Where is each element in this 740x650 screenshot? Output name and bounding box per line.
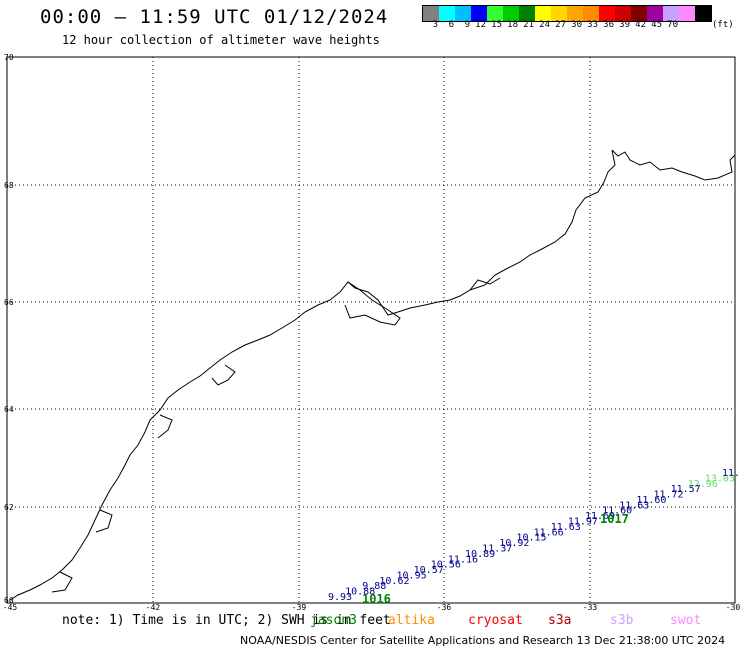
longitude-labels: -45 -42 -39 -36 -33 -30 bbox=[3, 603, 740, 612]
graticule bbox=[7, 57, 735, 603]
color-swatch bbox=[615, 6, 631, 21]
color-tick-label: 6 bbox=[448, 20, 454, 30]
wave-height-label: 11.97 bbox=[568, 517, 598, 528]
color-swatch bbox=[423, 6, 439, 21]
satellite-legend-item: s3a bbox=[548, 613, 572, 628]
wave-height-label: 11.72 bbox=[653, 490, 683, 501]
color-swatch bbox=[599, 6, 615, 21]
color-tick-label: 39 bbox=[619, 20, 630, 30]
satellite-legend-item: jason3 bbox=[310, 613, 357, 628]
color-tick-label: 12 bbox=[475, 20, 486, 30]
wave-height-label: 10.88 bbox=[345, 587, 375, 598]
pressure-label: 1017 bbox=[600, 512, 629, 526]
footer-note: note: 1) Time is in UTC; 2) SWH is in fe… bbox=[62, 613, 391, 628]
color-tick-label: 33 bbox=[587, 20, 598, 30]
color-scale-unit: (ft) bbox=[712, 20, 734, 30]
wave-height-label: 11.60 bbox=[602, 506, 632, 517]
color-swatch bbox=[503, 6, 519, 21]
greenland-coastline bbox=[9, 149, 736, 601]
color-swatch bbox=[695, 6, 711, 21]
wave-height-label: 10.92 bbox=[499, 538, 529, 549]
color-tick-label: 27 bbox=[555, 20, 566, 30]
satellite-legend-item: s3b bbox=[610, 613, 634, 628]
wave-height-label: 11.57 bbox=[671, 484, 701, 495]
color-swatch bbox=[567, 6, 583, 21]
color-swatch bbox=[519, 6, 535, 21]
color-tick-label: 70 bbox=[667, 20, 678, 30]
color-swatch bbox=[455, 6, 471, 21]
color-swatch bbox=[487, 6, 503, 21]
lon-label: -33 bbox=[583, 603, 598, 612]
wave-height-label: 10.89 bbox=[465, 549, 495, 560]
color-tick-label: 36 bbox=[603, 20, 614, 30]
altimeter-track: 9.9310.889.8810.6210.9510.5710.5611.1610… bbox=[328, 468, 740, 606]
wave-height-label: 12.96 bbox=[688, 479, 718, 490]
color-tick-label: 3 bbox=[432, 20, 438, 30]
wave-height-label: 10.95 bbox=[397, 570, 427, 581]
color-tick-label: 45 bbox=[651, 20, 662, 30]
lon-label: -36 bbox=[437, 603, 452, 612]
satellite-legend-item: cryosat bbox=[468, 613, 523, 628]
lat-label: 60 bbox=[4, 596, 14, 605]
wave-height-label: 9.88 bbox=[362, 581, 386, 592]
color-swatch bbox=[679, 6, 695, 21]
wave-height-label: 10.15 bbox=[516, 533, 546, 544]
wave-height-label: 11.60 bbox=[636, 495, 666, 506]
color-tick-label: 21 bbox=[523, 20, 534, 30]
color-tick-label: 24 bbox=[539, 20, 550, 30]
wave-height-label: 11.16 bbox=[448, 554, 478, 565]
map-frame bbox=[6, 56, 736, 604]
lon-label: -45 bbox=[3, 603, 18, 612]
wave-height-label: 13.03 bbox=[705, 473, 735, 484]
color-swatch bbox=[583, 6, 599, 21]
color-swatch bbox=[631, 6, 647, 21]
wave-height-label: 11.37 bbox=[482, 543, 512, 554]
greenland-fjords bbox=[51, 277, 501, 593]
color-swatch bbox=[471, 6, 487, 21]
wave-height-label: 10.62 bbox=[379, 576, 409, 587]
color-tick-label: 30 bbox=[571, 20, 582, 30]
color-swatch bbox=[439, 6, 455, 21]
lat-label: 68 bbox=[4, 181, 14, 190]
color-tick-label: 18 bbox=[507, 20, 518, 30]
satellite-legend-item: altika bbox=[388, 613, 435, 628]
wave-height-label: 11.63 bbox=[619, 500, 649, 511]
color-tick-label: 9 bbox=[464, 20, 470, 30]
color-scale-ticks: 3 6 9 12 15 18 21 24 27 30 33 36 39 42 45 70 bbox=[422, 20, 678, 30]
color-swatch bbox=[663, 6, 679, 21]
lat-label: 66 bbox=[4, 298, 14, 307]
wave-height-label: 11.69 bbox=[585, 511, 615, 522]
color-scale-bar bbox=[422, 5, 712, 22]
color-swatch bbox=[647, 6, 663, 21]
wave-height-label: 10.57 bbox=[414, 565, 444, 576]
wave-height-label: 11. bbox=[722, 468, 740, 479]
wave-height-label: 10.56 bbox=[431, 560, 461, 571]
color-swatch bbox=[551, 6, 567, 21]
color-tick-label: 15 bbox=[491, 20, 502, 30]
lat-label: 64 bbox=[4, 405, 14, 414]
wave-height-label: 11.66 bbox=[534, 527, 564, 538]
lon-label: -42 bbox=[146, 603, 161, 612]
color-tick-label: 42 bbox=[635, 20, 646, 30]
lat-label: 62 bbox=[4, 503, 14, 512]
map-title: 00:00 – 11:59 UTC 01/12/2024 bbox=[40, 6, 389, 28]
color-swatch bbox=[535, 6, 551, 21]
map-subtitle: 12 hour collection of altimeter wave hei… bbox=[62, 33, 380, 47]
latitude-labels: 70 68 66 64 62 60 bbox=[4, 53, 14, 605]
lon-label: -39 bbox=[292, 603, 307, 612]
credit-line: NOAA/NESDIS Center for Satellite Applica… bbox=[240, 634, 726, 647]
satellite-legend-item: swot bbox=[670, 613, 702, 628]
wave-height-label: 11.63 bbox=[551, 522, 581, 533]
wave-height-label: 9.93 bbox=[328, 592, 352, 603]
lat-label: 70 bbox=[4, 53, 14, 62]
pressure-label: 1016 bbox=[362, 592, 391, 606]
lon-label: -30 bbox=[726, 603, 740, 612]
